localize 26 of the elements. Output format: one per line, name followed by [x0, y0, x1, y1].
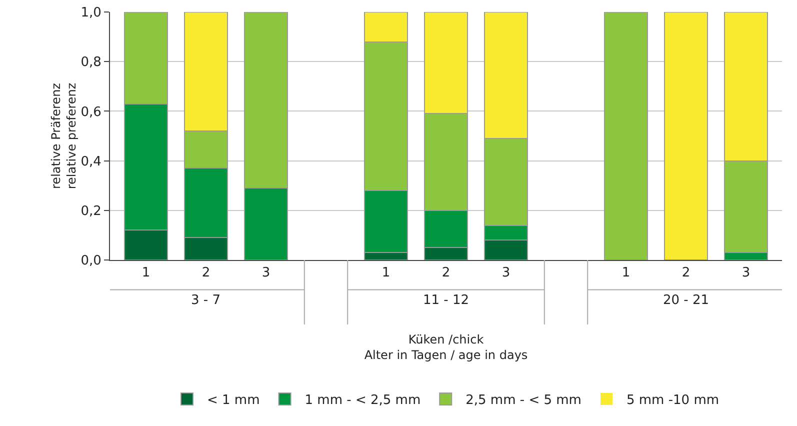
- legend-label: 1 mm - < 2,5 mm: [304, 393, 421, 408]
- legend-label: < 1 mm: [207, 393, 260, 408]
- y-tick-label: 0,6: [80, 104, 102, 120]
- text: 11 - 12: [423, 293, 470, 308]
- x-tick-label: 3: [502, 266, 510, 281]
- x-tick-label: 2: [202, 266, 210, 281]
- text: 20 - 21: [663, 293, 710, 308]
- x-tick-label: 2: [442, 266, 450, 281]
- x-axis-title: Küken /chick Alter in Tagen / age in days: [364, 332, 528, 362]
- y-tick-label: 0,8: [80, 55, 102, 70]
- text: 3 - 7: [191, 293, 220, 308]
- x-tick-label: 3: [262, 266, 270, 281]
- legend-label: 5 mm -10 mm: [626, 393, 720, 408]
- x-tick-label: 3: [742, 266, 750, 281]
- x-tick-label: 2: [682, 266, 690, 281]
- y-tick-label: 0,2: [80, 204, 102, 219]
- y-axis-title: relative Präferenz relative preferenz: [49, 82, 79, 190]
- x-tick-label: 1: [142, 266, 150, 281]
- y-tick-label: 1,0: [80, 6, 102, 21]
- y-tick-label: 0,0: [80, 254, 102, 269]
- bar: [604, 12, 648, 260]
- bar: [664, 12, 708, 260]
- x-tick-label: 1: [622, 266, 630, 281]
- legend-label: 2,5 mm - < 5 mm: [466, 393, 582, 408]
- x-tick-label: 1: [382, 266, 390, 281]
- y-tick-label: 0,4: [80, 154, 102, 170]
